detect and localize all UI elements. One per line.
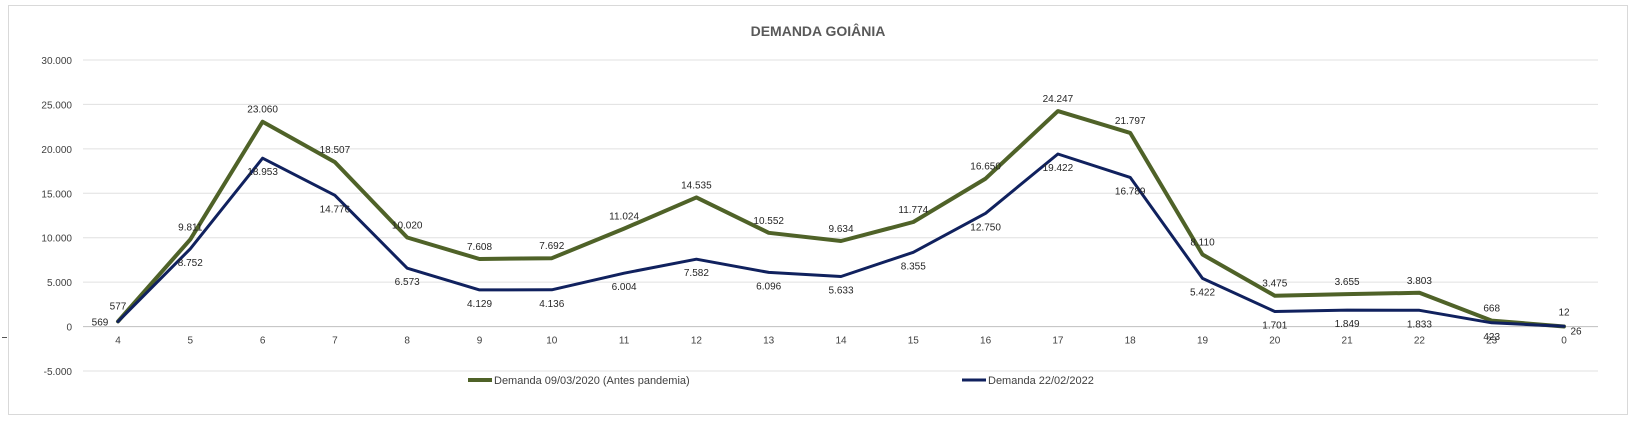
data-label: 14.535 [681,180,712,191]
data-label: 1.849 [1335,319,1360,330]
series-line-2020 [116,109,1566,329]
x-tick-label: 23 [1486,336,1498,347]
data-label: 11.024 [609,212,639,223]
data-label: 23.060 [247,105,278,116]
y-tick-label: 15.000 [41,189,72,200]
data-label: 6.096 [756,281,781,292]
data-label: 668 [1483,304,1500,315]
data-label: 21.797 [1115,116,1146,127]
data-label: 18.953 [247,167,278,178]
data-label: 4.129 [467,299,492,310]
data-label: 7.692 [539,241,564,252]
data-label: 16.789 [1115,186,1146,197]
x-tick-label: 20 [1269,336,1281,347]
data-label: 19.422 [1043,163,1074,174]
x-tick-label: 4 [115,336,121,347]
data-label: 14.776 [320,204,351,215]
x-tick-label: 11 [619,336,630,347]
x-tick-label: 22 [1414,336,1426,347]
x-tick-label: 0 [1561,336,1567,347]
series-line-2022 [116,152,1566,328]
data-label: 8.110 [1190,238,1215,249]
x-tick-label: 14 [835,336,847,347]
y-tick-label: 20.000 [41,145,72,156]
data-label: 18.507 [320,145,351,156]
x-tick-label: 15 [908,336,920,347]
legend-label: Demanda 22/02/2022 [988,375,1094,387]
y-tick-label: -5.000 [44,367,73,378]
data-label: 423 [1483,332,1500,343]
x-tick-label: 16 [980,336,992,347]
data-label: 1.701 [1262,320,1287,331]
x-tick-label: 10 [546,336,558,347]
x-tick-label: 12 [691,336,703,347]
data-label: 8.355 [901,261,926,272]
gridlines [83,59,1598,372]
data-label: 11.774 [898,205,928,216]
x-tick-label: 9 [477,336,483,347]
y-tick-label: 30.000 [41,56,72,67]
y-axis-ticks: -5.000 0 5.000 10.000 15.000 20.000 25.000 30.0… [41,56,72,378]
y-tick-label: 0 [66,323,72,334]
data-label: 5.422 [1190,287,1215,298]
x-tick-label: 13 [763,336,775,347]
x-tick-label: 5 [188,336,194,347]
x-tick-label: 8 [404,336,410,347]
data-label: 9.634 [828,224,853,235]
data-label: 577 [110,301,127,312]
edge-marker [2,337,7,338]
data-label: 10.020 [392,221,423,232]
data-label: 3.655 [1335,277,1360,288]
data-label: 7.608 [467,242,492,253]
x-axis-ticks: 4 5 6 7 8 9 10 11 12 13 14 15 16 17 18 19 20 21 22 23 0 [115,336,1567,347]
data-label: 24.247 [1043,94,1074,105]
chart-area [8,5,1628,415]
data-label: 26 [1570,326,1582,337]
legend-label: Demanda 09/03/2020 (Antes pandemia) [494,375,690,387]
data-label: 3.803 [1407,276,1432,287]
data-label: 5.633 [828,286,853,297]
chart-title: DEMANDA GOIÂNIA [751,22,886,39]
y-tick-label: 5.000 [47,278,72,289]
x-tick-label: 18 [1125,336,1137,347]
x-tick-label: 7 [332,336,338,347]
x-tick-label: 6 [260,336,266,347]
data-label: 1.833 [1407,319,1432,330]
data-label: 569 [92,318,109,329]
data-label: 12 [1558,307,1570,318]
series-lines [116,109,1566,329]
x-tick-label: 17 [1052,336,1064,347]
data-label: 6.004 [612,282,637,293]
data-label: 12.750 [970,222,1001,233]
data-label: 6.573 [395,277,420,288]
data-label: 4.136 [539,299,564,310]
data-label: 16.650 [970,162,1001,173]
data-label: 9.811 [178,222,203,233]
legend: Demanda 09/03/2020 (Antes pandemia) Deman… [468,375,1094,387]
data-labels: 577 9.811 23.060 18.507 10.020 7.608 7.692 11.0… [92,94,1582,343]
y-tick-label: 25.000 [41,100,72,111]
data-label: 3.475 [1262,279,1287,290]
data-label: 8.752 [178,258,203,269]
x-tick-label: 19 [1197,336,1209,347]
x-tick-label: 21 [1342,336,1354,347]
data-label: 7.582 [684,268,709,279]
data-label: 10.552 [753,216,784,227]
y-tick-label: 10.000 [41,234,72,245]
